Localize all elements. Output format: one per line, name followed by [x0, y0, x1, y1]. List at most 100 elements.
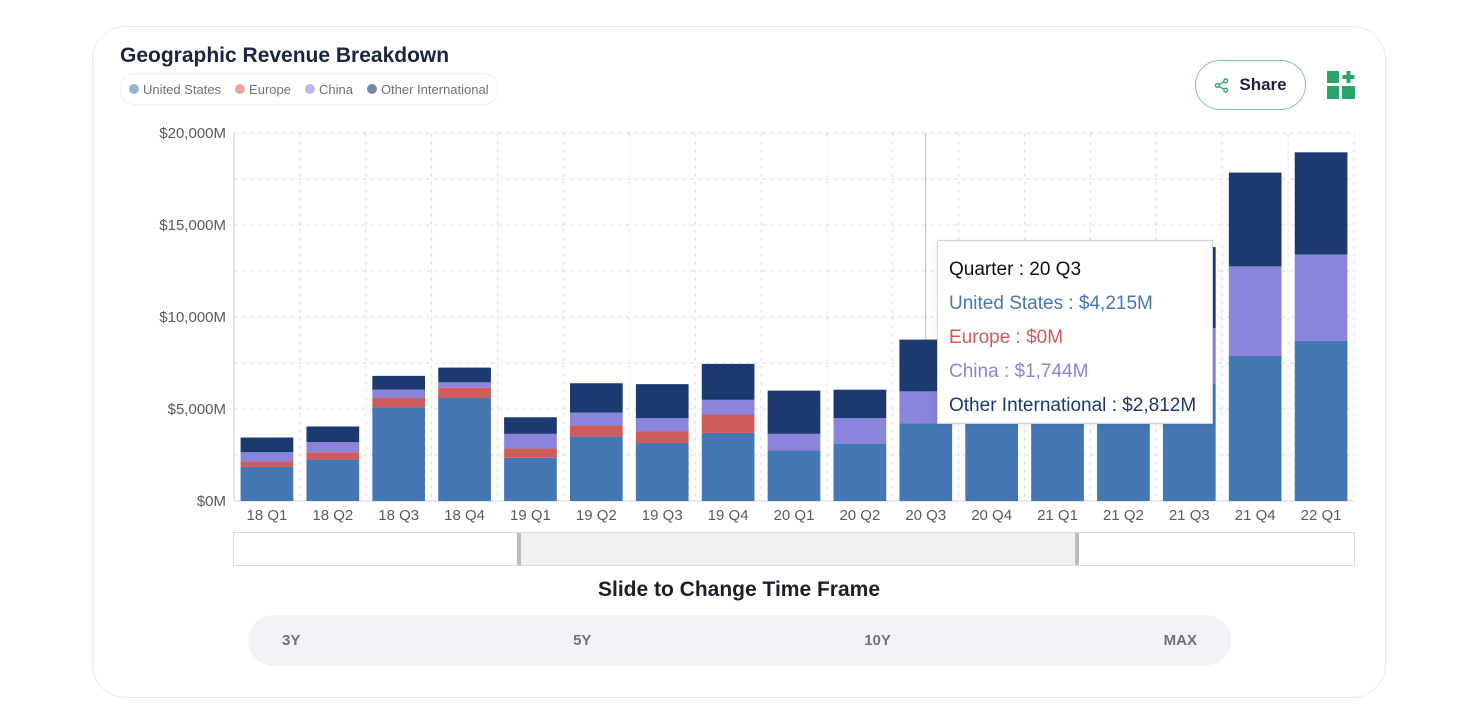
bar-segment-europe[interactable]	[438, 387, 491, 398]
time-range-selector: 3Y 5Y 10Y MAX	[248, 615, 1231, 666]
legend-dot-europe	[235, 84, 246, 94]
bar-stack[interactable]	[438, 367, 491, 501]
bar-stack[interactable]	[833, 389, 887, 501]
bar-segment-other[interactable]	[701, 363, 755, 400]
tooltip-quarter: Quarter : 20 Q3	[949, 259, 1082, 280]
bar-stack[interactable]	[504, 417, 557, 501]
y-axis-ticks: $0M $5,000M $10,000M $15,000M $20,000M	[159, 125, 226, 510]
add-widget-icon[interactable]	[1327, 71, 1355, 99]
bar-segment-us[interactable]	[1294, 340, 1348, 501]
bar-segment-us[interactable]	[372, 407, 426, 501]
bar-segment-europe[interactable]	[306, 452, 360, 460]
bar-segment-other[interactable]	[767, 390, 821, 434]
bar-segment-europe[interactable]	[240, 461, 294, 467]
bar-segment-china[interactable]	[504, 433, 557, 449]
x-tick-label: 18 Q3	[378, 507, 419, 524]
bar-segment-other[interactable]	[306, 426, 360, 443]
legend-item-other-international[interactable]: Other International	[366, 82, 489, 97]
bar-segment-other[interactable]	[372, 375, 426, 390]
bar-segment-europe[interactable]	[570, 425, 623, 437]
chart-tooltip: Quarter : 20 Q3 United States : $4,215M …	[937, 240, 1213, 424]
time-frame-slider[interactable]	[233, 532, 1355, 566]
bar-segment-china[interactable]	[372, 389, 426, 398]
bar-segment-china[interactable]	[767, 433, 821, 451]
bar-stack[interactable]	[1228, 172, 1282, 501]
x-tick-label: 19 Q1	[510, 507, 551, 524]
y-tick-label: $0M	[197, 493, 226, 510]
bar-segment-us[interactable]	[833, 443, 887, 501]
bar-segment-other[interactable]	[635, 384, 689, 419]
x-tick-label: 18 Q2	[312, 507, 353, 524]
bar-stack[interactable]	[1294, 152, 1348, 501]
x-tick-label: 19 Q2	[576, 507, 617, 524]
bar-segment-us[interactable]	[701, 432, 755, 501]
bar-segment-us[interactable]	[306, 459, 360, 501]
bar-stack[interactable]	[701, 363, 755, 501]
x-tick-label: 18 Q4	[444, 507, 485, 524]
tooltip-europe: Europe : $0M	[949, 327, 1064, 348]
x-tick-label: 21 Q1	[1037, 507, 1078, 524]
bar-segment-other[interactable]	[1228, 172, 1282, 267]
bar-segment-other[interactable]	[504, 417, 557, 434]
tooltip-united-states: United States : $4,215M	[949, 293, 1153, 314]
legend-dot-other-international	[366, 84, 377, 94]
chart-title: Geographic Revenue Breakdown	[120, 44, 450, 67]
bar-segment-us[interactable]	[635, 443, 689, 501]
x-tick-label: 20 Q3	[905, 507, 946, 524]
legend-dot-united-states	[129, 84, 139, 94]
bar-segment-other[interactable]	[570, 383, 623, 413]
bar-segment-other[interactable]	[1294, 152, 1348, 255]
bar-segment-other[interactable]	[438, 367, 491, 383]
range-button-3y[interactable]: 3Y	[282, 632, 301, 649]
legend-item-europe[interactable]: Europe	[235, 82, 291, 97]
x-tick-label: 21 Q3	[1169, 507, 1210, 524]
bar-stack[interactable]	[372, 375, 426, 501]
bar-segment-china[interactable]	[438, 382, 491, 388]
share-icon	[1215, 77, 1229, 93]
bar-segment-us[interactable]	[504, 457, 557, 501]
bar-segment-us[interactable]	[240, 466, 294, 501]
x-tick-label: 20 Q1	[774, 507, 815, 524]
bar-stack[interactable]	[306, 426, 360, 501]
bar-segment-other[interactable]	[240, 437, 294, 453]
bar-stack[interactable]	[635, 384, 689, 501]
bar-segment-europe[interactable]	[372, 397, 426, 408]
bar-segment-us[interactable]	[899, 423, 953, 501]
bar-segment-china[interactable]	[701, 399, 755, 415]
legend-item-united-states[interactable]: United States	[129, 82, 221, 97]
bar-stack[interactable]	[570, 383, 623, 501]
bar-segment-china[interactable]	[635, 418, 689, 432]
bar-segment-us[interactable]	[767, 450, 821, 501]
bar-segment-other[interactable]	[833, 389, 887, 419]
slider-selection[interactable]	[519, 533, 1077, 565]
bar-segment-us[interactable]	[1228, 355, 1282, 501]
bar-segment-china[interactable]	[1228, 266, 1282, 356]
x-tick-label: 19 Q3	[642, 507, 683, 524]
bar-segment-us[interactable]	[1031, 420, 1084, 501]
slider-left-handle[interactable]	[517, 533, 521, 565]
bar-segment-china[interactable]	[833, 418, 887, 444]
range-button-10y[interactable]: 10Y	[864, 632, 891, 649]
legend-item-china[interactable]: China	[304, 82, 353, 97]
bar-segment-europe[interactable]	[701, 414, 755, 433]
slider-right-handle[interactable]	[1075, 533, 1079, 565]
legend-label-united-states: United States	[143, 81, 222, 97]
bar-segment-china[interactable]	[240, 452, 294, 462]
share-button[interactable]: Share	[1195, 60, 1306, 110]
range-button-max[interactable]: MAX	[1163, 632, 1197, 649]
bar-segment-china[interactable]	[1294, 254, 1348, 341]
bar-segment-us[interactable]	[965, 421, 1018, 501]
bar-segment-us[interactable]	[1097, 420, 1150, 501]
bar-segment-us[interactable]	[438, 397, 491, 501]
bar-segment-us[interactable]	[570, 436, 623, 501]
x-tick-label: 20 Q2	[839, 507, 880, 524]
range-button-5y[interactable]: 5Y	[573, 632, 592, 649]
bar-segment-china[interactable]	[306, 442, 360, 453]
bar-stack[interactable]	[767, 390, 821, 501]
tooltip-other-international: Other International : $2,812M	[949, 395, 1197, 416]
bar-segment-europe[interactable]	[635, 431, 689, 444]
bar-segment-china[interactable]	[570, 412, 623, 426]
bar-segment-europe[interactable]	[504, 448, 557, 458]
legend-dot-china	[304, 84, 315, 94]
bar-stack[interactable]	[240, 437, 294, 501]
